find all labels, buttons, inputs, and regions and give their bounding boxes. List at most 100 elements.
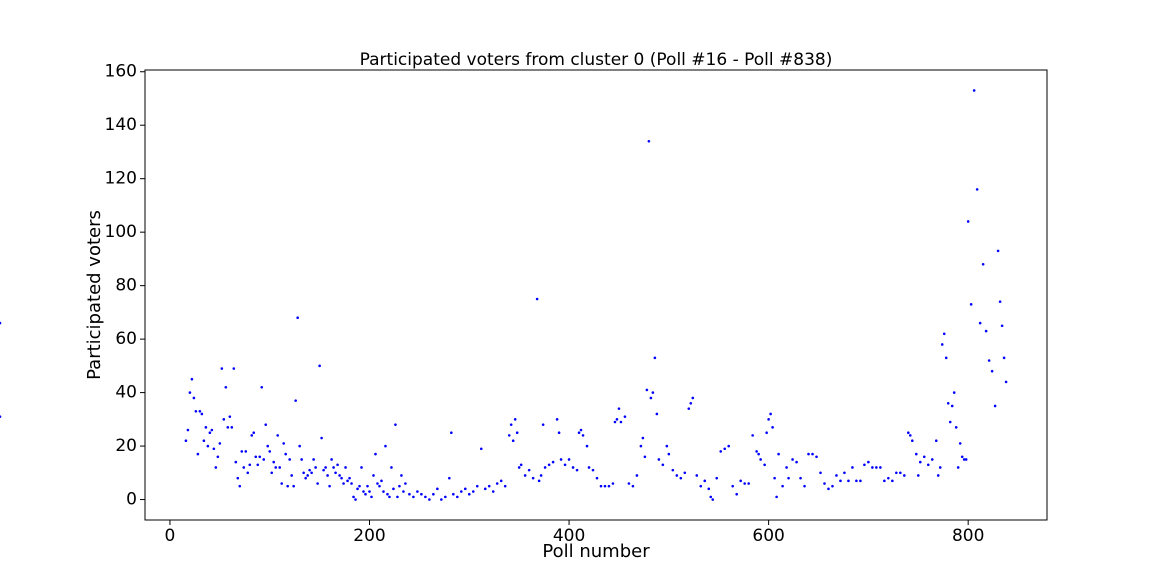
point bbox=[711, 498, 715, 501]
point bbox=[336, 463, 339, 467]
point bbox=[290, 474, 293, 477]
point bbox=[655, 412, 659, 416]
point bbox=[649, 396, 653, 400]
point bbox=[456, 495, 459, 499]
point bbox=[695, 474, 699, 477]
point bbox=[964, 458, 968, 461]
point bbox=[260, 385, 264, 389]
point bbox=[328, 484, 331, 488]
point bbox=[918, 460, 922, 464]
point bbox=[996, 249, 1000, 253]
point bbox=[196, 452, 200, 456]
point bbox=[376, 482, 379, 485]
point bbox=[188, 391, 192, 394]
point bbox=[344, 466, 347, 469]
point bbox=[262, 458, 266, 461]
point bbox=[244, 450, 248, 453]
point bbox=[352, 495, 355, 499]
point bbox=[483, 487, 487, 491]
point bbox=[402, 490, 405, 493]
point bbox=[555, 418, 559, 421]
point bbox=[236, 476, 240, 480]
point bbox=[384, 444, 387, 448]
point bbox=[981, 262, 985, 266]
point bbox=[515, 431, 519, 435]
point bbox=[765, 431, 768, 435]
point bbox=[819, 471, 822, 475]
point bbox=[787, 476, 790, 480]
point bbox=[386, 492, 389, 496]
point bbox=[296, 316, 299, 320]
point bbox=[647, 139, 651, 143]
point bbox=[739, 479, 742, 483]
point bbox=[603, 484, 607, 488]
point bbox=[675, 474, 679, 477]
point bbox=[286, 484, 289, 488]
point bbox=[390, 466, 393, 469]
point bbox=[298, 444, 301, 448]
point bbox=[1004, 380, 1008, 384]
point bbox=[683, 471, 687, 475]
point bbox=[200, 412, 204, 416]
y-tick-label: 100 bbox=[105, 222, 137, 242]
point bbox=[747, 482, 750, 485]
point bbox=[400, 474, 403, 477]
point bbox=[871, 466, 874, 469]
point bbox=[270, 471, 274, 475]
point bbox=[771, 426, 774, 429]
point bbox=[531, 476, 535, 480]
point bbox=[230, 426, 234, 429]
point bbox=[282, 442, 285, 445]
point bbox=[887, 476, 890, 480]
point bbox=[914, 452, 918, 456]
point bbox=[302, 471, 305, 475]
y-tick-label: 60 bbox=[115, 329, 137, 349]
point bbox=[777, 452, 780, 456]
point bbox=[428, 498, 431, 501]
point bbox=[723, 447, 727, 451]
point bbox=[350, 482, 353, 485]
point bbox=[266, 444, 270, 448]
point bbox=[408, 492, 411, 496]
point bbox=[206, 444, 210, 448]
point bbox=[412, 495, 415, 499]
point bbox=[487, 484, 491, 488]
point bbox=[537, 479, 541, 483]
point bbox=[256, 463, 260, 467]
point bbox=[463, 487, 467, 491]
point bbox=[757, 452, 760, 456]
point bbox=[300, 458, 303, 461]
point bbox=[831, 484, 834, 488]
point bbox=[519, 463, 523, 467]
point bbox=[452, 492, 455, 496]
point bbox=[795, 460, 798, 464]
point bbox=[563, 463, 567, 467]
point bbox=[238, 484, 242, 488]
y-tick-label: 80 bbox=[115, 276, 137, 296]
point bbox=[944, 356, 948, 360]
point bbox=[960, 455, 964, 459]
point bbox=[316, 482, 319, 485]
point bbox=[284, 452, 287, 456]
point bbox=[1000, 324, 1004, 328]
point bbox=[916, 474, 920, 477]
point bbox=[242, 466, 246, 469]
point bbox=[950, 404, 954, 408]
point bbox=[975, 188, 979, 191]
point bbox=[987, 359, 991, 362]
point bbox=[184, 439, 188, 443]
point bbox=[258, 455, 262, 459]
point bbox=[368, 490, 371, 493]
point bbox=[699, 484, 703, 488]
point bbox=[372, 474, 375, 477]
point bbox=[807, 452, 810, 456]
point bbox=[567, 458, 571, 461]
point bbox=[208, 431, 212, 435]
point bbox=[216, 455, 220, 459]
point bbox=[378, 484, 381, 488]
point bbox=[773, 476, 776, 480]
point bbox=[641, 436, 645, 440]
point bbox=[248, 463, 252, 467]
point bbox=[310, 471, 313, 475]
point bbox=[731, 484, 734, 488]
